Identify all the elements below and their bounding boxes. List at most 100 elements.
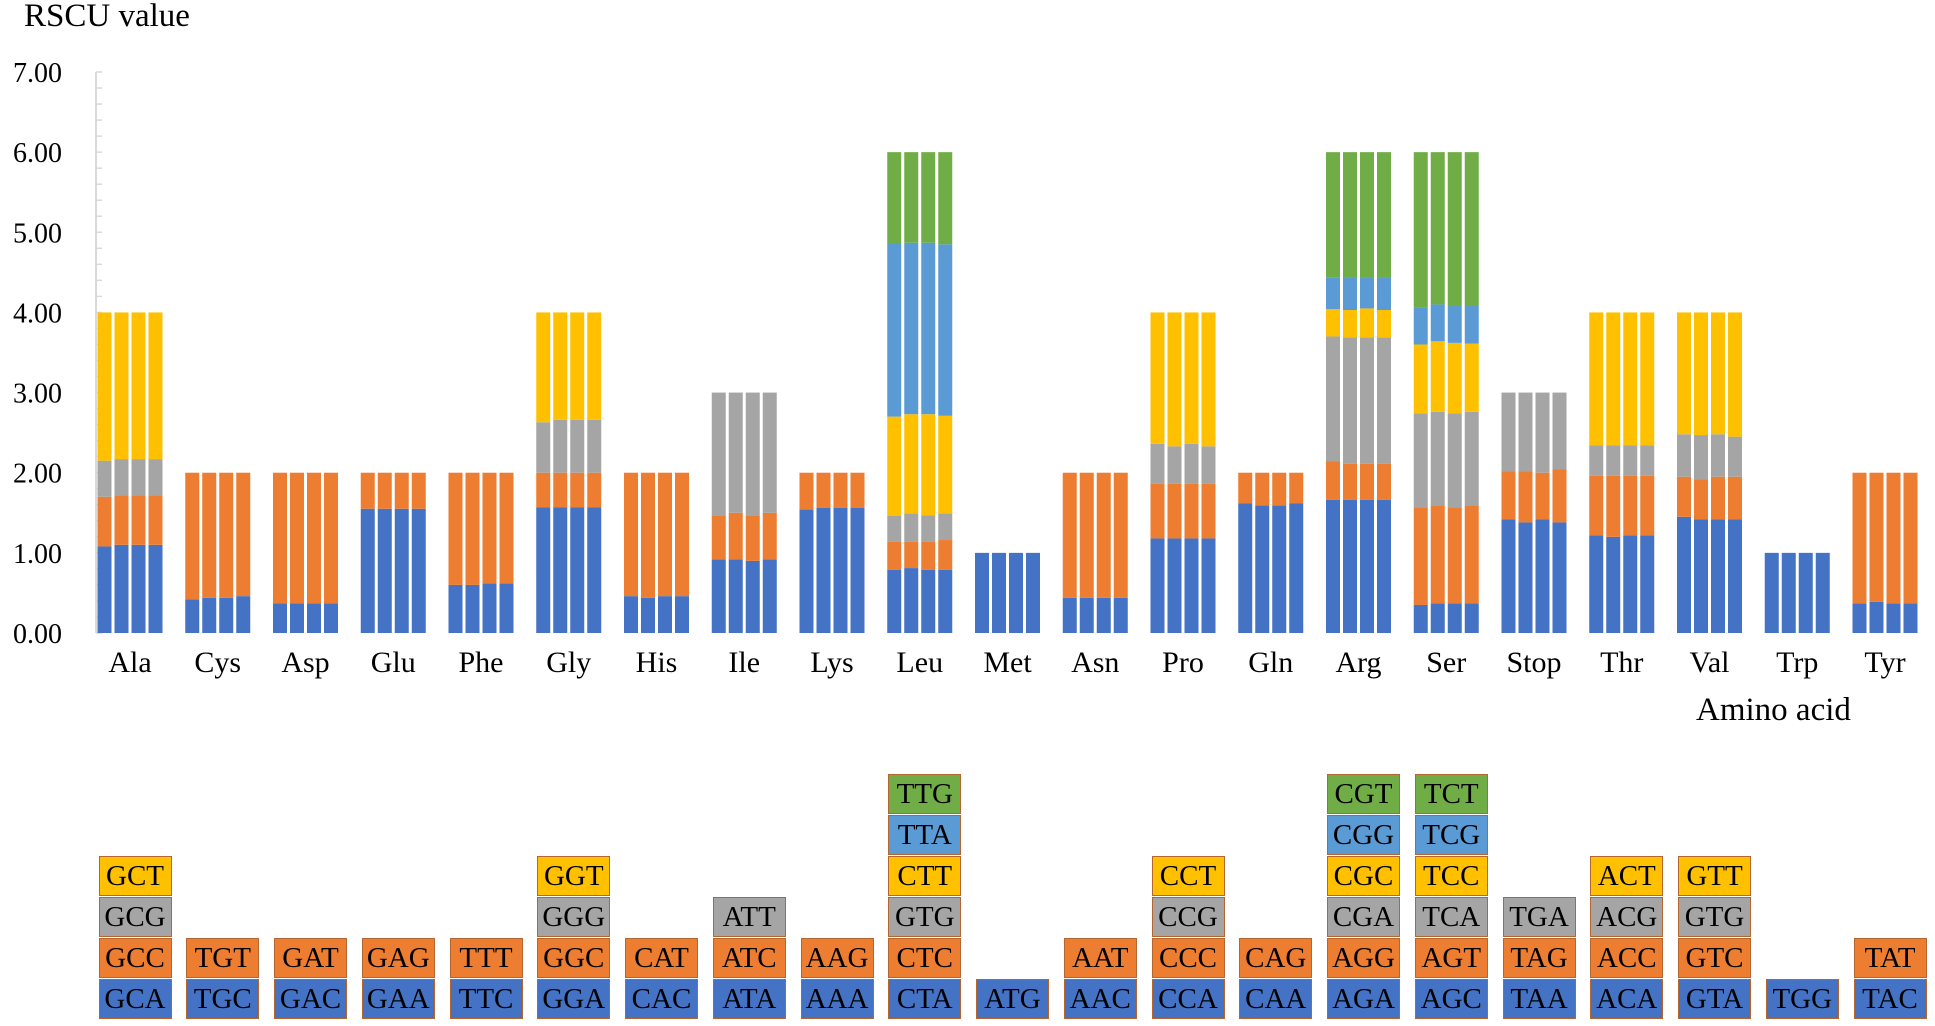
bar-segment-pro-cca [1150, 538, 1165, 633]
bar-segment-ala-gcg [131, 459, 146, 496]
bar-segment-ser-agt [1464, 505, 1479, 604]
codon-box: AGC [1414, 979, 1488, 1019]
bar-segment-trp-tgg [1781, 552, 1796, 633]
codon-box: CAT [625, 938, 698, 978]
bar-segment-leu-gtg [904, 513, 919, 542]
bar-segment-arg-cgc [1377, 310, 1391, 338]
bar-segment-met-atg [1026, 552, 1040, 633]
codon-box: ATG [976, 979, 1049, 1019]
codon-box: GAG [361, 938, 435, 978]
bar-segment-arg-cga [1343, 337, 1357, 464]
bar-segment-lys-aag [850, 472, 865, 508]
bar-segment-leu-ttg [938, 152, 953, 245]
codon-box: TCT [1414, 774, 1488, 814]
bar-segment-gln-cag [1272, 472, 1287, 506]
x-tick-label: Met [983, 646, 1032, 679]
bar-segment-leu-cta [921, 569, 936, 633]
bar-segment-stop-tga [1518, 392, 1533, 472]
bar-segment-gly-ggc [570, 472, 585, 508]
bar-segment-cys-tgt [202, 472, 217, 598]
bar-segment-ser-agt [1430, 505, 1445, 604]
bar-segment-leu-ctt [921, 414, 936, 516]
bar-segment-leu-ctt [904, 414, 919, 514]
bar-segment-stop-tag [1552, 469, 1567, 523]
bar-segment-thr-aca [1640, 535, 1655, 633]
bar-segment-arg-aga [1343, 499, 1357, 633]
bar-segment-cys-tgc [202, 597, 217, 633]
codon-box: TTA [888, 815, 962, 855]
bar-segment-thr-acc [1589, 475, 1604, 536]
bar-segment-ile-atc [745, 515, 760, 561]
codon-box: TGC [186, 979, 260, 1019]
codon-box: GTT [1678, 856, 1751, 896]
bar-segment-pro-ccg [1167, 446, 1182, 484]
x-tick-label: Ser [1426, 646, 1466, 679]
bar-segment-gly-ggg [536, 422, 551, 473]
codon-box: AAG [800, 938, 874, 978]
bar-segment-arg-aga [1326, 499, 1340, 633]
bar-segment-leu-gtg [887, 515, 902, 542]
bar-segment-leu-ctt [938, 415, 953, 514]
codon-box: CAG [1239, 938, 1313, 978]
bar-segment-asn-aat [1113, 472, 1128, 598]
bar-segment-phe-ttt [465, 472, 480, 585]
y-axis-title: RSCU value [24, 0, 190, 34]
x-tick-label: Asn [1071, 646, 1119, 679]
bar-segment-glu-gaa [411, 508, 426, 633]
bar-segment-asn-aac [1096, 597, 1111, 633]
bar-segment-ser-tcc [1447, 342, 1462, 414]
bar-segment-ser-agc [1430, 603, 1445, 633]
bar-segment-ser-agc [1413, 604, 1428, 633]
x-tick-label: Trp [1776, 646, 1818, 679]
bar-segment-asp-gac [290, 603, 304, 633]
x-tick-label: Ile [728, 646, 760, 679]
bar-segment-tyr-tac [1869, 601, 1884, 633]
codon-box: TAC [1853, 979, 1927, 1019]
bar-segment-arg-cga [1377, 337, 1391, 464]
bar-segment-phe-ttt [448, 472, 463, 585]
bar-segment-lys-aaa [833, 507, 848, 633]
bar-segment-trp-tgg [1764, 552, 1779, 633]
bar-segment-ile-att [745, 392, 760, 516]
bar-segment-thr-aca [1623, 535, 1638, 633]
bar-segment-leu-ctc [921, 541, 936, 570]
x-tick-label: Cys [194, 646, 241, 679]
bar-segment-ser-tca [1430, 411, 1445, 506]
y-tick-label: 5.00 [13, 218, 62, 249]
bar-segment-ser-tct [1464, 152, 1479, 307]
bar-segment-val-gtg [1711, 434, 1725, 477]
bar-segment-his-cat [675, 472, 689, 597]
bar-segment-pro-ccc [1184, 483, 1199, 539]
x-tick-label: Ala [108, 646, 151, 679]
bar-segment-val-gtt [1694, 312, 1708, 436]
bar-segment-ile-att [728, 392, 743, 513]
bar-segment-thr-acc [1606, 475, 1621, 537]
bar-segment-ala-gct [148, 312, 163, 460]
bar-segment-tyr-tac [1903, 603, 1918, 633]
bar-segment-pro-cca [1201, 538, 1216, 633]
bar-segment-ile-ata [745, 560, 760, 633]
codon-box: ACC [1590, 938, 1664, 978]
bar-segment-lys-aaa [799, 509, 814, 633]
codon-box: CGA [1327, 897, 1400, 937]
codon-box: CAA [1239, 979, 1313, 1019]
codon-box: ATA [712, 979, 786, 1019]
bar-segment-trp-tgg [1798, 552, 1813, 633]
bar-segment-gln-caa [1238, 503, 1253, 633]
bar-segment-asn-aac [1113, 597, 1128, 633]
bar-segment-ser-agt [1447, 507, 1462, 604]
bar-segment-glu-gaa [360, 508, 375, 633]
bar-segment-leu-ctc [904, 541, 919, 569]
bar-segment-ser-tcg [1413, 307, 1428, 345]
codon-box: CCA [1151, 979, 1225, 1019]
bar-segment-leu-cta [938, 569, 953, 633]
codon-box: ATC [712, 938, 786, 978]
bar-segment-asp-gat [290, 472, 304, 604]
bar-segment-met-atg [992, 552, 1006, 633]
bar-segment-leu-gtg [921, 515, 936, 542]
codon-box: GAT [274, 938, 347, 978]
bar-segment-gly-gga [553, 507, 568, 633]
bar-segment-arg-cgc [1360, 308, 1374, 338]
codon-box: GGG [537, 897, 611, 937]
codon-box: TGT [186, 938, 260, 978]
